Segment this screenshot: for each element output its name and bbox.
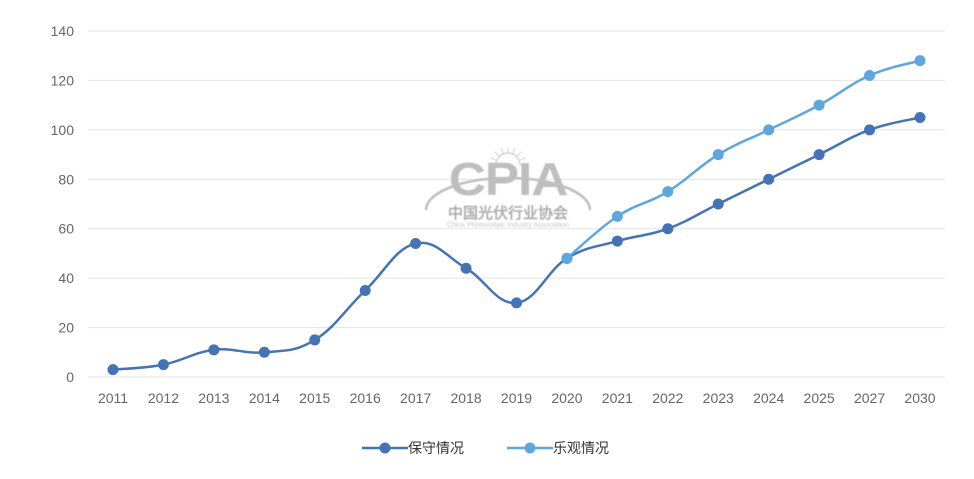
- svg-text:2012: 2012: [148, 390, 179, 406]
- svg-text:China Photovoltaic Industry As: China Photovoltaic Industry Association: [447, 222, 570, 229]
- svg-text:2015: 2015: [299, 390, 330, 406]
- svg-text:2025: 2025: [804, 390, 835, 406]
- svg-text:2030: 2030: [904, 390, 935, 406]
- svg-text:40: 40: [58, 270, 74, 286]
- svg-text:2021: 2021: [602, 390, 633, 406]
- svg-text:2016: 2016: [350, 390, 381, 406]
- svg-text:2014: 2014: [249, 390, 280, 406]
- svg-text:CPIA: CPIA: [449, 154, 568, 205]
- svg-text:2020: 2020: [551, 390, 582, 406]
- svg-text:0: 0: [66, 369, 74, 385]
- svg-text:2024: 2024: [753, 390, 784, 406]
- svg-text:2017: 2017: [400, 390, 431, 406]
- svg-text:120: 120: [51, 72, 75, 88]
- svg-text:140: 140: [51, 23, 75, 39]
- svg-text:中国光伏行业协会: 中国光伏行业协会: [448, 204, 568, 222]
- svg-text:2018: 2018: [450, 390, 481, 406]
- svg-text:保守情况: 保守情况: [408, 440, 464, 456]
- svg-text:20: 20: [58, 320, 74, 336]
- svg-text:乐观情况: 乐观情况: [553, 440, 609, 456]
- svg-text:2019: 2019: [501, 390, 532, 406]
- svg-text:60: 60: [58, 221, 74, 237]
- svg-text:2027: 2027: [854, 390, 885, 406]
- svg-text:2022: 2022: [652, 390, 683, 406]
- svg-text:100: 100: [51, 122, 75, 138]
- svg-text:2011: 2011: [98, 390, 128, 406]
- svg-text:80: 80: [58, 171, 74, 187]
- svg-text:2023: 2023: [703, 390, 734, 406]
- svg-text:2013: 2013: [198, 390, 229, 406]
